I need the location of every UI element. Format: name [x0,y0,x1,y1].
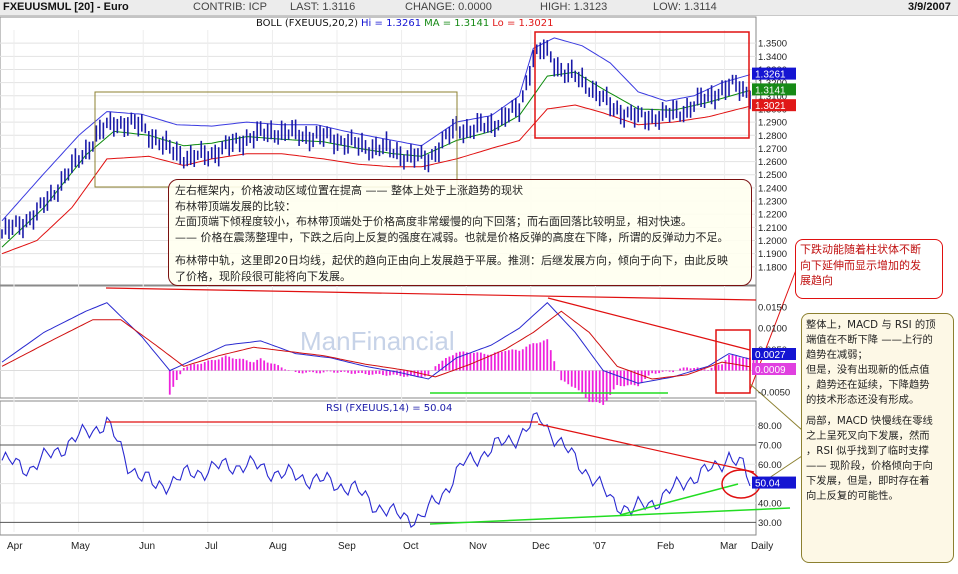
x-axis-label: Feb [657,541,675,552]
note-volume-line: 向下延伸而显示增加的发 [800,258,921,272]
rsi-peak-trendline [537,423,755,473]
macd-signal-tag-bg [752,363,796,375]
price-axis-tick-label: 1.3400 [758,52,787,63]
price-axis-tick-label: 1.2000 [758,236,787,247]
x-axis-label: Oct [403,541,419,552]
macd-axis-tick-label: 0.0150 [758,302,787,313]
contrib-label: CONTRIB: ICP [193,1,267,13]
note-volume-line: 展趋向 [800,274,833,287]
note-side: 整体上，MACD 与 RSI 的顶 端值在不断下降 ——上行的 趋势在减弱； 但… [801,313,954,563]
note-side-line: 的技术形态还没有形成。 [806,394,920,406]
rsi-line [1,412,751,528]
rsi-axis-tick-label: 40.00 [758,498,782,509]
price-tag-lower: 1.3021 [755,101,786,112]
note-side-line: 之上呈死叉向下发展，然而 [806,430,930,442]
macd-signal-tag: 0.0009 [755,365,786,376]
rsi-support-line [429,507,791,525]
x-axis-label: Mar [720,541,738,552]
rsi-axis-tick-label: 30.00 [758,518,782,529]
price-tag-middle: 1.3141 [755,85,786,96]
price-axis-tick-label: 1.2600 [758,157,787,168]
x-axis-label: Daily [751,541,773,552]
price-tag-upper-bg [752,67,796,80]
right-frame-box [534,31,750,139]
header-bar: FXEUUSMUL [20] - Euro CONTRIB: ICP LAST:… [0,0,958,16]
x-axis-label: May [71,541,90,552]
rsi-title: RSI (FXEUUS,14) = 50.04 [326,403,452,414]
macd-axis-tick-label: 0.0100 [758,324,787,335]
macd-histogram-box [715,329,751,394]
price-axis-tick-label: 1.2200 [758,210,787,221]
price-tag-lower-bg [752,99,796,112]
rsi-panel-frame [0,400,757,536]
note-main-line: 布林带中轨，这里即20日均线，起伏的趋向正由向上发展趋于平展。推测：后继发展方向… [175,254,728,267]
macd-upper-trendline [105,287,757,301]
rsi-tag: 50.04 [755,479,780,490]
note-main-line: 布林带顶端发展的比较： [175,199,296,213]
price-tag-upper: 1.3261 [755,70,786,81]
x-axis-label: Jul [205,541,218,552]
macd-tag-bg [752,348,796,360]
price-tag-middle-bg [752,83,796,96]
note-main-line: 左面顶端下倾程度较小，布林带顶端处于价格高度非常缓慢的向下回落；而右面回落比较明… [175,215,692,228]
note-main-line: 了价格，现阶段很可能将向下发展。 [175,269,351,283]
price-axis-tick-label: 1.2700 [758,144,787,155]
rsi-short-support-line [619,483,739,516]
note-side-line: ，趋势还在延续，下降趋势 [806,379,930,391]
high-label: HIGH: 1.3123 [540,1,608,13]
x-axis-label: '07 [593,541,606,552]
macd-panel-frame [0,285,757,399]
macd-line [1,301,751,384]
macd-axis-tick-label: -0.0050 [758,387,790,398]
price-axis-tick-label: 1.3500 [758,39,787,50]
price-axis-tick-label: 1.2500 [758,170,787,181]
note-side-line: 局部，MACD 快慢线在零线 [806,415,933,427]
note-side-line: 整体上，MACD 与 RSI 的顶 [806,319,936,331]
price-axis-tick-label: 1.2400 [758,183,787,194]
note-main-line: —— 价格在震荡整理中，下跌之后向上反复的强度在减弱。也就是价格反弹的高度在下降… [175,230,729,244]
x-axis-label: Sep [338,541,356,552]
rsi-axis-tick-label: 70.00 [758,440,782,451]
x-axis-label: Nov [469,541,487,552]
x-axis-label: Dec [532,541,550,552]
change-label: CHANGE: 0.0000 [405,1,492,13]
low-label: LOW: 1.3114 [653,1,717,13]
chart-date: 3/9/2007 [908,1,951,13]
price-axis-tick-label: 1.1800 [758,262,787,273]
x-axis-label: Aug [269,541,287,552]
rsi-axis-tick-label: 80.00 [758,421,782,432]
note-volume-line: 下跌动能随着柱状体不断 [800,243,921,256]
note-side-line: 下发展，但是，即时存在着 [806,475,930,487]
note-side-line: ，RSI 似乎找到了临时支撑 [806,445,929,457]
x-axis-label: Apr [7,541,23,552]
note-main-line: 左右框架内，价格波动区域位置在提高 —— 整体上处于上涨趋势的现状 [175,184,523,197]
note-side-line: 向上反复的可能性。 [806,490,899,502]
price-axis-tick-label: 1.2300 [758,197,787,208]
price-axis-tick-label: 1.2100 [758,223,787,234]
note-main-line [175,245,745,253]
macd-signal-line [1,310,751,380]
rsi-tag-bg [752,476,796,489]
price-axis-tick-label: 1.2800 [758,131,787,142]
note-side-line: 趋势在减弱； [806,349,868,361]
rsi-axis-tick-label: 60.00 [758,460,782,471]
last-label: LAST: 1.3116 [290,1,356,13]
x-axis-label: Jun [139,541,155,552]
note-side-line: —— 现阶段，价格倾向于向 [806,460,933,472]
watermark-text: ManFinancial [300,326,455,356]
note-side-line: 但是，没有出现新的低点值 [806,364,930,376]
symbol-title: FXEUUSMUL [20] - Euro [3,1,129,13]
note-volume: 下跌动能随着柱状体不断 向下延伸而显示增加的发 展趋向 [795,239,943,299]
price-axis-tick-label: 1.2900 [758,118,787,129]
macd-tag: 0.0027 [755,350,786,361]
boll-title: BOLL (FXEUUS,20,2) Hi = 1.3261 MA = 1.3141… [256,18,554,29]
price-axis-tick-label: 1.1900 [758,249,787,260]
bollinger-lower-band [1,104,751,255]
note-main: 左右框架内，价格波动区域位置在提高 —— 整体上处于上涨趋势的现状 布林带顶端发… [168,179,752,286]
price-axis-tick-label: 1.3100 [758,91,787,102]
note-side-line: 端值在不断下降 ——上行的 [806,334,933,346]
side-note-connector [749,383,803,431]
